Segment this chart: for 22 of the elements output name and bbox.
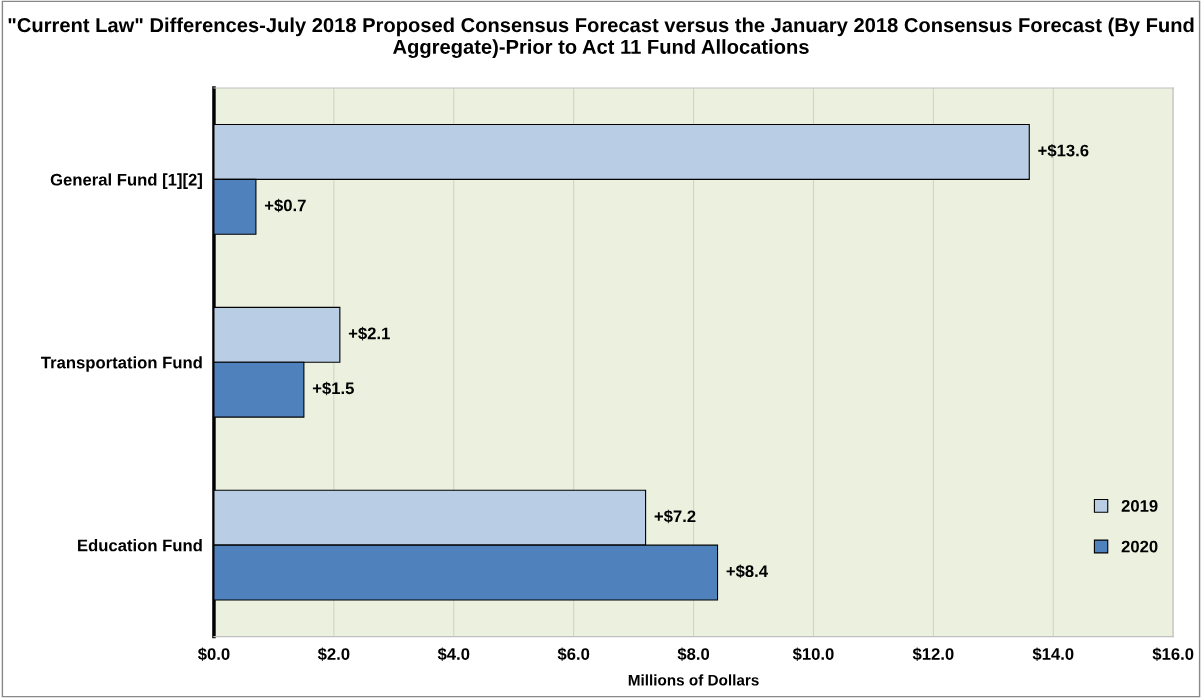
data-label: +$7.2 bbox=[654, 509, 696, 524]
x-tick-label: $16.0 bbox=[1152, 647, 1194, 661]
data-label: +$8.4 bbox=[726, 564, 768, 579]
data-label: +$13.6 bbox=[1038, 143, 1089, 158]
y-tick-label: Transportation Fund bbox=[41, 356, 202, 372]
data-label: +$2.1 bbox=[348, 326, 390, 341]
x-tick-label: $14.0 bbox=[1032, 647, 1074, 661]
x-tick-label: $0.0 bbox=[197, 647, 230, 661]
x-tick-label: $2.0 bbox=[317, 647, 350, 661]
x-tick-label: $4.0 bbox=[437, 647, 470, 661]
x-tick-label: $8.0 bbox=[677, 647, 710, 661]
y-tick-label: Education Fund bbox=[78, 539, 202, 552]
x-tick-label: $10.0 bbox=[792, 647, 834, 661]
x-tick-label: $6.0 bbox=[557, 647, 590, 661]
x-axis-title: Millions of Dollars bbox=[628, 674, 759, 686]
y-tick-label: General Fund [1][2] bbox=[50, 173, 202, 189]
chart-title: "Current Law" Differences-July 2018 Proposed Consensus Forecast versus the January 2018 Consensus Forecast (By Fund Aggregate)-Prior to Act 11 Fund Allocations bbox=[8, 17, 1194, 58]
data-label: +$1.5 bbox=[312, 381, 354, 396]
data-label: +$0.7 bbox=[264, 198, 306, 213]
legend-label: 2019 bbox=[1121, 500, 1158, 512]
legend-label: 2020 bbox=[1121, 540, 1158, 553]
x-tick-label: $12.0 bbox=[912, 647, 954, 661]
